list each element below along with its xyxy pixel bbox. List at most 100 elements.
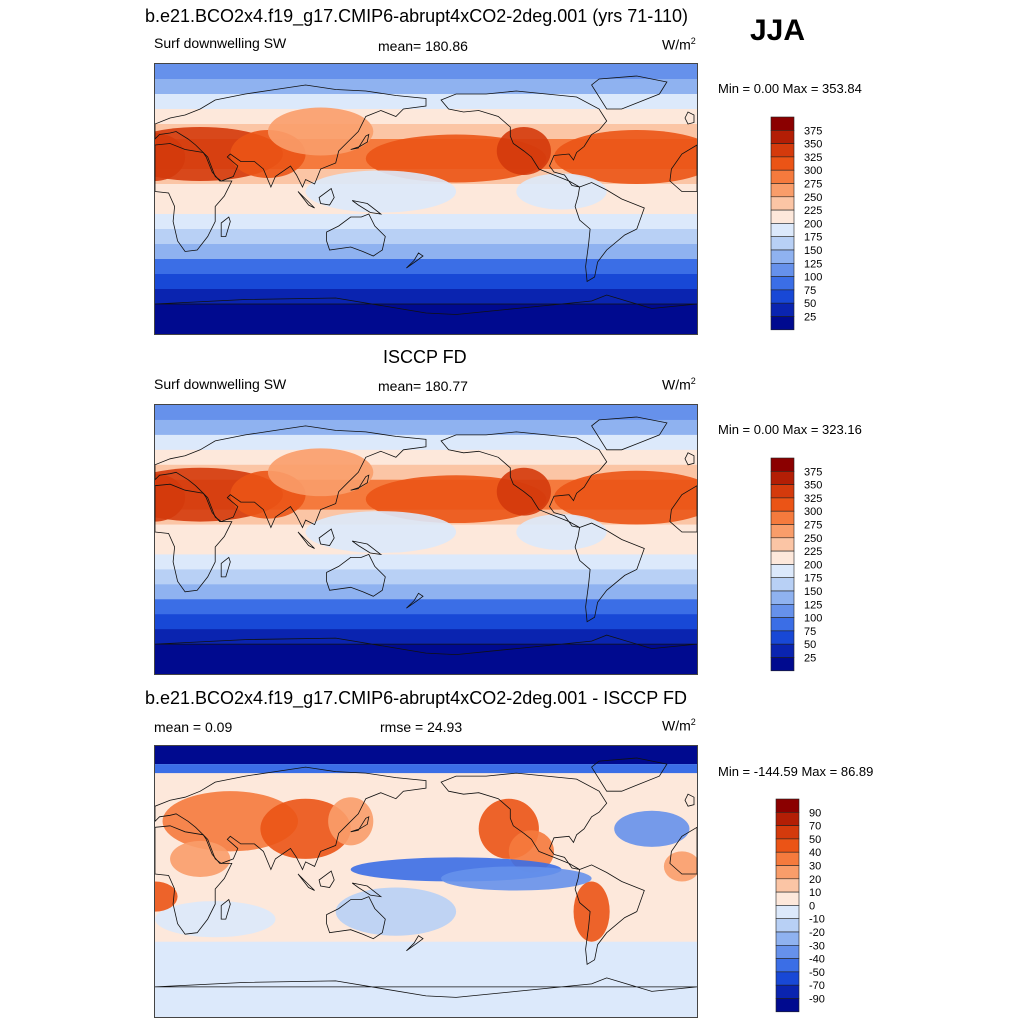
- field-blob: [614, 810, 690, 847]
- panel-2-variable: Surf downwelling SW: [154, 376, 287, 392]
- field-band: [155, 554, 697, 570]
- coastline: [155, 766, 427, 871]
- colorbar-box: [775, 984, 800, 999]
- field-band: [155, 274, 697, 290]
- colorbar-box: [775, 838, 800, 853]
- colorbar-label: 350: [804, 139, 822, 151]
- panel-3-units: W/m2: [662, 717, 696, 734]
- colorbar-box: [770, 524, 795, 539]
- field-band: [155, 304, 697, 334]
- colorbar-box: [770, 457, 795, 472]
- colorbar-box: [770, 183, 795, 198]
- colorbar-label: 100: [804, 613, 822, 625]
- colorbar-box: [775, 905, 800, 920]
- colorbar-box: [770, 169, 795, 184]
- coastline: [574, 864, 645, 965]
- coastline: [318, 528, 335, 546]
- colorbar-label: 90: [809, 807, 821, 819]
- field-band: [155, 644, 697, 674]
- field-band: [155, 405, 697, 421]
- field-band: [155, 614, 697, 630]
- coastline: [155, 143, 233, 252]
- colorbar-box: [770, 116, 795, 131]
- coastline: [155, 483, 233, 593]
- colorbar-box: [770, 249, 795, 264]
- colorbar-box: [770, 196, 795, 211]
- colorbar-box: [770, 617, 795, 632]
- colorbar-box: [770, 630, 795, 645]
- coastline: [220, 556, 231, 578]
- coastline: [351, 540, 383, 555]
- colorbar-box: [770, 643, 795, 658]
- panel-2-units: W/m2: [662, 376, 696, 393]
- field-blob: [260, 798, 351, 859]
- colorbar-label: 375: [804, 125, 822, 137]
- field-band: [155, 584, 697, 600]
- colorbar-box: [770, 223, 795, 238]
- field-band: [155, 214, 697, 230]
- panel-3-minmax: Min = -144.59 Max = 86.89: [718, 764, 874, 779]
- colorbar-box: [775, 891, 800, 906]
- coastline: [684, 793, 695, 807]
- panel-1-title: b.e21.BCO2x4.f19_g17.CMIP6-abrupt4xCO2-2…: [145, 6, 688, 26]
- colorbar-box: [775, 945, 800, 959]
- colorbar-label: 25: [804, 312, 816, 324]
- colorbar-box: [775, 798, 800, 813]
- colorbar-label: 275: [804, 520, 822, 532]
- field-band: [155, 569, 697, 585]
- colorbar-box: [775, 825, 800, 840]
- colorbar-label: 250: [804, 533, 822, 545]
- panel-2-colorbar: 375 350 325 300 275 250 225 200 175 150 125 100 75 50…: [770, 457, 860, 677]
- colorbar-label: 30: [809, 861, 821, 873]
- field-blob: [155, 901, 276, 938]
- colorbar-box: [770, 143, 795, 158]
- panel-2-map: [154, 404, 698, 675]
- coastline: [406, 592, 424, 609]
- coastline: [297, 531, 315, 549]
- field-blob: [516, 173, 607, 210]
- colorbar-label: 25: [804, 653, 816, 665]
- coastline: [318, 870, 335, 888]
- colorbar-label: 350: [804, 480, 822, 492]
- colorbar-label: 40: [809, 847, 821, 859]
- colorbar-label: 125: [804, 258, 822, 270]
- coastline: [669, 144, 697, 192]
- panel-2-minmax: Min = 0.00 Max = 323.16: [718, 422, 862, 437]
- field-band: [155, 599, 697, 615]
- colorbar-label: 200: [804, 559, 822, 571]
- panel-1-map: [154, 63, 698, 335]
- colorbar-box: [770, 276, 795, 291]
- coastline: [297, 191, 315, 209]
- colorbar-label: -90: [809, 994, 825, 1006]
- colorbar-label: 20: [809, 874, 821, 886]
- colorbar-label: 125: [804, 599, 822, 611]
- panel-1-minmax: Min = 0.00 Max = 353.84: [718, 81, 862, 96]
- colorbar-label: 150: [804, 245, 822, 257]
- coastline: [155, 84, 427, 189]
- colorbar-box: [770, 471, 795, 485]
- field-band: [155, 764, 697, 774]
- colorbar-label: 50: [809, 834, 821, 846]
- coastline: [326, 896, 386, 940]
- field-band: [155, 79, 697, 95]
- panel-3-colorbar: 90 70 50 40 30 20 10 0 -10 -20 -30 -40 -50 -70 -90: [775, 798, 865, 1018]
- colorbar-box: [770, 236, 795, 251]
- field-band: [155, 419, 697, 436]
- panel-1-units: W/m2: [662, 36, 696, 53]
- field-band: [155, 629, 697, 645]
- panel-3-rmse: rmse = 24.93: [380, 719, 463, 735]
- panel-3-mean: mean = 0.09: [154, 719, 233, 735]
- colorbar-box: [770, 484, 795, 499]
- coastline: [591, 75, 668, 110]
- field-blob: [267, 107, 374, 156]
- colorbar-label: -10: [809, 914, 825, 926]
- panel-1-colorbar: 375 350 325 300 275 250 225 200 175 150 125 100 75 50…: [770, 116, 860, 336]
- colorbar-label: -70: [809, 980, 825, 992]
- colorbar-label: 250: [804, 192, 822, 204]
- field-blob: [170, 840, 231, 877]
- colorbar-label: 75: [804, 626, 816, 638]
- field-band: [155, 244, 697, 260]
- colorbar-label: 325: [804, 152, 822, 164]
- colorbar-box: [770, 263, 795, 277]
- field-blob: [573, 881, 610, 942]
